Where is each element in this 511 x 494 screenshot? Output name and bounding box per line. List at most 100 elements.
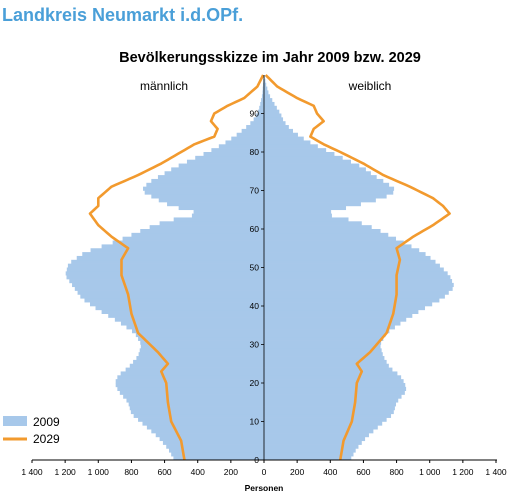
bar-female-age-91: [264, 105, 277, 110]
bar-female-age-5: [264, 436, 366, 442]
x-tick-label: 1 400: [485, 467, 507, 477]
bar-female-age-77: [264, 159, 351, 164]
bar-male-age-40: [90, 302, 264, 307]
x-tick-label: 1 000: [88, 467, 110, 477]
bar-female-age-50: [264, 263, 440, 268]
bar-female-age-76: [264, 163, 360, 168]
bar-female-age-26: [264, 356, 385, 361]
bar-female-age-47: [264, 275, 451, 280]
bar-female-age-70: [264, 186, 395, 191]
bar-male-age-89: [256, 113, 264, 118]
y-tick-label: 80: [250, 147, 260, 157]
bar-female-age-52: [264, 255, 431, 261]
bar-female-age-58: [264, 232, 389, 237]
bar-female-age-25: [264, 359, 387, 365]
bar-female-age-66: [264, 202, 361, 207]
x-tick-label: 800: [389, 467, 403, 477]
bar-female-age-79: [264, 152, 335, 157]
bar-female-age-42: [264, 294, 445, 299]
bar-female-age-2: [264, 448, 356, 453]
bar-male-age-94: [261, 94, 264, 99]
bar-female-age-27: [264, 352, 383, 357]
bar-female-age-96: [264, 86, 268, 91]
bar-female-age-81: [264, 144, 318, 149]
bar-female-age-73: [264, 175, 377, 180]
legend: 2009 2029: [3, 415, 60, 446]
male-label: männlich: [140, 79, 188, 93]
bar-male-age-60: [149, 225, 264, 230]
bar-male-age-97: [263, 82, 264, 87]
bar-male-age-13: [129, 406, 264, 411]
bar-female-age-59: [264, 229, 381, 234]
bar-male-age-76: [178, 163, 264, 168]
bar-male-age-96: [262, 86, 264, 91]
bar-female-age-28: [264, 348, 382, 353]
bar-female-age-87: [264, 121, 286, 126]
bar-female-age-60: [264, 225, 372, 230]
bar-male-age-39: [95, 306, 265, 311]
bar-female-age-40: [264, 302, 433, 307]
bar-female-age-44: [264, 286, 453, 291]
bar-female-age-83: [264, 136, 304, 141]
bar-male-age-53: [82, 252, 265, 257]
bar-male-age-69: [144, 190, 264, 195]
bar-female-age-62: [264, 217, 349, 222]
bar-male-age-59: [140, 229, 264, 234]
bar-male-age-85: [241, 128, 264, 134]
x-tick-label: 400: [323, 467, 337, 477]
bar-female-age-13: [264, 406, 395, 411]
x-axis-label: Personen: [245, 483, 284, 493]
bar-male-age-61: [159, 221, 264, 226]
bar-female-age-69: [264, 190, 394, 195]
bar-female-age-12: [264, 409, 394, 415]
bar-male-age-86: [246, 125, 264, 130]
bar-male-age-22: [120, 371, 265, 376]
bar-male-age-63: [191, 213, 264, 218]
x-tick-label: 600: [157, 467, 171, 477]
x-tick-label: 1 200: [452, 467, 474, 477]
bar-male-age-43: [77, 290, 264, 295]
bar-female-age-22: [264, 371, 398, 376]
bar-male-age-34: [126, 325, 264, 330]
bar-female-age-86: [264, 125, 289, 130]
bar-female-age-32: [264, 332, 386, 338]
bar-male-age-49: [66, 267, 264, 272]
bar-female-age-31: [264, 336, 384, 341]
bar-female-age-88: [264, 117, 284, 122]
bar-male-age-3: [166, 444, 264, 449]
bar-male-age-45: [72, 282, 264, 288]
bar-female-age-94: [264, 94, 271, 99]
bar-male-age-82: [225, 140, 264, 145]
bar-female-age-74: [264, 171, 371, 176]
lines-2029: [88, 74, 451, 461]
bar-male-age-77: [186, 159, 264, 164]
bar-female-age-46: [264, 279, 453, 284]
y-tick-label: 10: [250, 417, 260, 427]
bar-male-age-33: [131, 329, 264, 334]
bar-male-age-56: [112, 240, 265, 245]
bar-male-age-52: [76, 255, 264, 261]
bar-male-age-58: [131, 232, 264, 237]
bars-2009: [65, 75, 454, 461]
bar-female-age-68: [264, 194, 387, 199]
bar-male-age-7: [151, 429, 264, 434]
bar-female-age-53: [264, 252, 426, 257]
bar-female-age-93: [264, 98, 273, 103]
bar-male-age-55: [101, 244, 264, 249]
bar-male-age-83: [231, 136, 264, 141]
bar-male-age-81: [218, 144, 264, 149]
bar-female-age-20: [264, 379, 404, 384]
bar-female-age-36: [264, 317, 407, 322]
bar-female-age-71: [264, 182, 390, 187]
bar-female-age-10: [264, 417, 387, 422]
female-label: weiblich: [348, 79, 392, 93]
x-tick-label: 1 000: [419, 467, 441, 477]
bar-male-age-28: [139, 348, 264, 353]
x-tick-label: 400: [191, 467, 205, 477]
bar-male-age-27: [138, 352, 264, 357]
bar-female-age-61: [264, 221, 362, 226]
bar-female-age-6: [264, 433, 369, 438]
bar-male-age-41: [84, 298, 264, 303]
legend-label-2029: 2029: [33, 432, 60, 446]
